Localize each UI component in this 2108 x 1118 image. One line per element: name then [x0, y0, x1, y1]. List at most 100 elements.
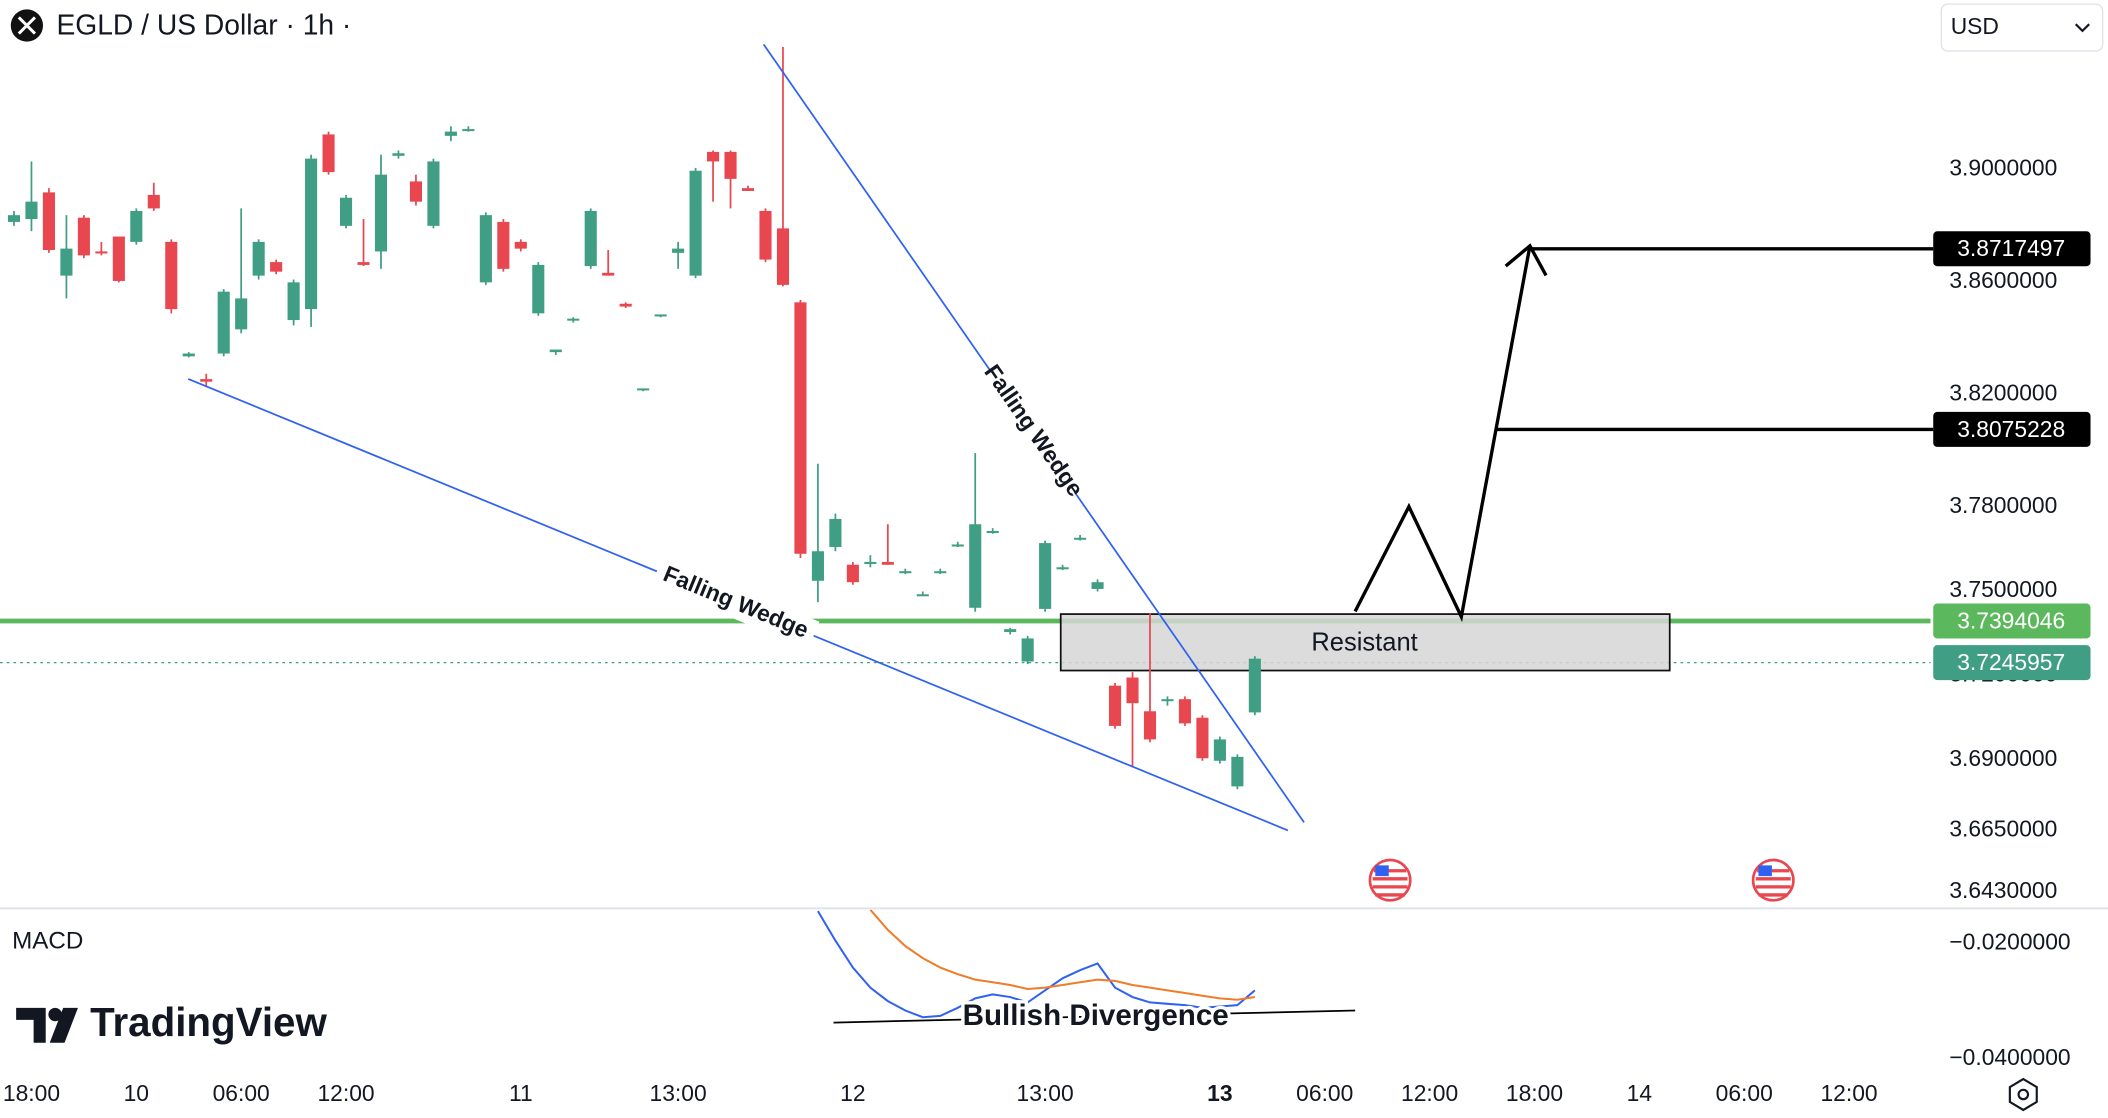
y-tick-label: 3.6650000 — [1949, 815, 2057, 841]
x-tick-label: 13 — [1207, 1080, 1232, 1106]
x-tick-label: 06:00 — [213, 1080, 270, 1106]
candle-body — [1004, 629, 1017, 632]
candle-body — [1213, 739, 1226, 761]
candle-body — [986, 531, 999, 534]
x-tick-label: 06:00 — [1716, 1080, 1773, 1106]
macd-line — [869, 909, 1256, 1001]
candle-body — [339, 197, 353, 226]
x-tick-label: 18:00 — [3, 1080, 60, 1106]
event-flag — [1368, 858, 1412, 902]
y-tick-label: 3.7800000 — [1949, 492, 2057, 518]
x-tick-label: 11 — [509, 1080, 533, 1106]
x-tick-label: 12 — [840, 1080, 865, 1106]
candle-body — [1108, 685, 1122, 726]
wedge-label: Falling Wedge — [660, 560, 813, 643]
candle-body — [182, 353, 195, 357]
candle-body — [864, 561, 877, 564]
candle-body — [1074, 537, 1087, 540]
candle-body — [462, 129, 475, 132]
candle-body — [357, 262, 370, 265]
candle-body — [497, 221, 510, 269]
candle-body — [794, 302, 807, 554]
candle-body — [252, 241, 265, 276]
price-badge-label: 3.7394046 — [1957, 607, 2065, 633]
candle-body — [217, 291, 230, 354]
candle-body — [427, 161, 440, 226]
x-tick-label: 12:00 — [1401, 1080, 1458, 1106]
divergence-label: Bullish Divergence — [963, 999, 1229, 1032]
candle-body — [1021, 638, 1034, 662]
candle-body — [969, 524, 982, 608]
resistance-box — [1059, 613, 1671, 672]
x-tick-label: 12:00 — [317, 1080, 374, 1106]
candle-body — [846, 564, 859, 583]
candle-body — [270, 262, 283, 272]
wedge-label: Falling Wedge — [979, 359, 1088, 501]
candle-body — [95, 251, 108, 254]
candle-body — [165, 241, 178, 310]
candle-body — [951, 544, 964, 547]
price-badge-label: 3.7245957 — [1957, 649, 2065, 675]
x-tick-label: 06:00 — [1296, 1080, 1353, 1106]
candle-body — [637, 388, 650, 391]
candle-body — [776, 228, 790, 285]
candle-body — [1091, 582, 1104, 589]
candle-body — [741, 188, 755, 191]
candle-body — [392, 153, 405, 156]
y-tick-label: 3.8600000 — [1949, 267, 2057, 293]
settings-button[interactable] — [2008, 1077, 2038, 1112]
candle-body — [409, 181, 423, 202]
candle-body — [42, 192, 55, 251]
candle-body — [147, 194, 160, 209]
event-flag — [1751, 858, 1795, 902]
indicator-title: MACD — [12, 927, 83, 954]
candle-body — [532, 264, 545, 314]
coin-icon-mark — [17, 16, 36, 35]
candle-body — [112, 236, 125, 281]
candle-body — [584, 210, 597, 267]
price-badge-label: 3.8717497 — [1957, 235, 2065, 261]
candle-body — [916, 594, 929, 597]
projection-arrowhead — [1504, 243, 1548, 277]
candle-body — [287, 282, 300, 321]
candle-body — [602, 272, 615, 276]
candle-body — [1231, 756, 1244, 787]
resistance-label: Resistant — [1311, 628, 1417, 656]
candle-body — [60, 248, 73, 276]
candle-body — [934, 571, 947, 574]
x-tick-label: 10 — [124, 1080, 149, 1106]
label-bg — [978, 362, 1087, 501]
candle-body — [881, 561, 894, 565]
candle-body — [1161, 699, 1174, 702]
price-badge — [1933, 411, 2091, 447]
candle-body — [811, 551, 824, 581]
candle-body — [689, 170, 702, 276]
y-tick-label: 3.6430000 — [1949, 877, 2057, 903]
candle-body — [619, 303, 632, 307]
candle-body — [1196, 717, 1209, 759]
x-tick-label: 13:00 — [1017, 1080, 1074, 1106]
macd-line — [817, 910, 1256, 1019]
candle-body — [1178, 699, 1191, 724]
candle-body — [899, 571, 912, 574]
currency-dropdown[interactable] — [1940, 3, 2104, 52]
price-badge — [1933, 231, 2091, 267]
candle-body — [479, 215, 492, 283]
divergence-line — [833, 1009, 1356, 1024]
candle-body — [514, 241, 527, 249]
price-badge — [1933, 645, 2091, 681]
macd-layer — [817, 909, 1256, 1019]
currency-label: USD — [1951, 13, 1999, 39]
candle-body — [672, 248, 685, 253]
candle-body — [1056, 567, 1069, 570]
y-tick-label: 3.6900000 — [1949, 745, 2057, 771]
candle-body — [1126, 677, 1139, 704]
dropdown-chevron — [2074, 23, 2090, 33]
candle-body — [724, 151, 737, 179]
y-tick-label: 3.7500000 — [1949, 576, 2057, 602]
candle-body — [444, 131, 457, 136]
y-tick-label: 3.9000000 — [1949, 154, 2057, 180]
candle-body — [1039, 543, 1052, 609]
logo-text: TradingView — [90, 999, 327, 1045]
